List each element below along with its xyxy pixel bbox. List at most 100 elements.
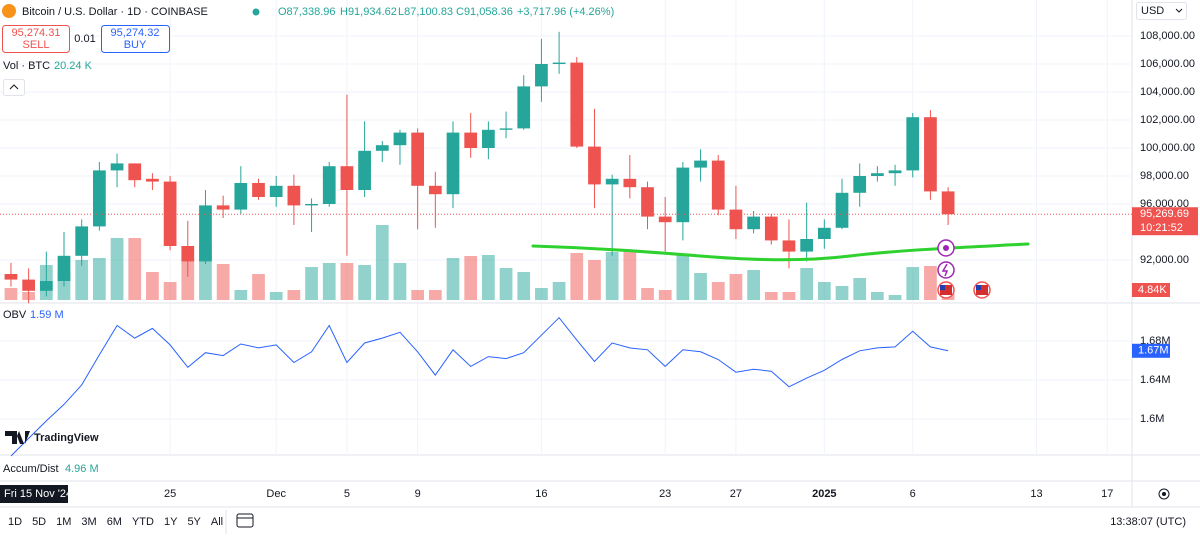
volume-bar <box>146 272 159 300</box>
ad-legend-value: 4.96 M <box>65 463 99 475</box>
obv-tick-label: 1.64M <box>1140 374 1171 386</box>
sell-button[interactable] <box>2 25 70 53</box>
collapse-button[interactable] <box>3 79 25 96</box>
volume-bar <box>358 265 371 300</box>
symbol-title: Bitcoin / U.S. Dollar · 1D · COINBASE <box>22 6 208 18</box>
range-button[interactable]: 3M <box>81 516 96 528</box>
obv-last-label: 1.67M <box>1138 345 1169 357</box>
obv-tick-label: 1.6M <box>1140 413 1164 425</box>
obv-legend: OBV <box>3 309 27 321</box>
candle-body <box>924 117 937 192</box>
collapse-icon <box>9 84 19 90</box>
legend-low: L87,100.83 <box>398 6 453 18</box>
currency: USD <box>1141 5 1164 17</box>
candle-body <box>393 132 407 146</box>
candle-body <box>128 163 142 181</box>
buy-button[interactable] <box>101 25 170 53</box>
volume-bar <box>871 292 884 300</box>
volume-bar <box>623 250 637 300</box>
buy-price: 95,274.32 <box>111 27 160 39</box>
volume-bar <box>711 282 725 300</box>
sell-label: SELL <box>23 39 50 51</box>
x-tick-label: 27 <box>730 488 742 500</box>
candle-body <box>941 191 955 215</box>
volume-bar <box>411 290 425 300</box>
candle-body <box>641 187 654 217</box>
legend-close: C91,058.36 <box>456 6 513 18</box>
drawn-trendline[interactable] <box>531 242 1030 262</box>
volume-bar <box>499 267 513 300</box>
volume-bar <box>340 262 354 300</box>
volume-bar <box>393 262 407 300</box>
volume-bar <box>216 264 230 300</box>
candle-body <box>517 86 531 129</box>
clock: 13:38:07 (UTC) <box>1110 516 1186 528</box>
volume-bar <box>888 295 902 300</box>
candle-body <box>623 178 637 188</box>
candle-body <box>305 203 318 206</box>
calendar-icon[interactable] <box>236 513 254 528</box>
volume-bar <box>93 257 106 300</box>
candle-body <box>287 185 301 206</box>
candle-body <box>428 185 442 195</box>
candle-body <box>871 173 884 176</box>
volume-bar <box>570 252 584 300</box>
volume-bar <box>305 267 318 300</box>
y-tick-label: 98,000.00 <box>1140 170 1189 182</box>
candle-body <box>552 62 566 64</box>
candle-body <box>482 129 495 148</box>
range-button[interactable]: All <box>211 516 223 528</box>
range-button[interactable]: 6M <box>107 516 122 528</box>
y-tick-label: 100,000.00 <box>1140 142 1195 154</box>
volume-bar <box>181 260 195 300</box>
volume-bar <box>322 262 336 300</box>
x-tick-label: 2025 <box>812 488 836 500</box>
volume-bar <box>128 237 142 300</box>
candle-body <box>853 175 867 193</box>
x-tick-label: 9 <box>415 488 421 500</box>
candle-body <box>570 62 584 147</box>
candle-body <box>535 63 548 87</box>
range-button[interactable]: 5Y <box>187 516 201 528</box>
y-tick-label: 92,000.00 <box>1140 254 1189 266</box>
toolbar: 13:38:07 (UTC) 1D 5D 1M 3M 6M YTD 1Y 5Y All <box>8 510 1186 534</box>
x-tick-label: 16 <box>535 488 547 500</box>
x-tick-label: 25 <box>164 488 176 500</box>
candle-body <box>835 192 849 228</box>
range-button[interactable]: 5D <box>32 516 46 528</box>
candle-body <box>676 167 690 223</box>
candle-body <box>75 226 89 256</box>
volume-bar <box>287 290 301 300</box>
obv-line <box>10 316 949 457</box>
x-tick-label: 13 <box>1030 488 1042 500</box>
volume-bar <box>906 267 920 300</box>
obv-legend-value: 1.59 M <box>30 309 64 321</box>
volume-bar <box>75 260 89 300</box>
legend-change: +3,717.96 (+4.26%) <box>517 6 614 18</box>
candle-body <box>163 181 177 247</box>
candle-body <box>658 216 672 223</box>
candle-body <box>729 209 743 230</box>
volume-bar <box>924 265 937 300</box>
event-icons <box>937 239 991 299</box>
volume-bar <box>517 272 531 300</box>
currency-select[interactable] <box>1136 2 1187 20</box>
settings-icon-dot <box>1162 492 1166 496</box>
candle-body <box>110 163 124 171</box>
candle-body <box>322 166 336 204</box>
candle-body <box>216 205 230 210</box>
range-button[interactable]: 1Y <box>164 516 178 528</box>
candle-body <box>39 281 53 291</box>
settings-icon[interactable] <box>1158 488 1170 500</box>
candle-body <box>375 145 389 151</box>
range-button[interactable]: YTD <box>132 516 154 528</box>
volume-bar <box>252 274 265 300</box>
candle-body <box>800 239 814 252</box>
range-button[interactable]: 1M <box>56 516 71 528</box>
volume-bar <box>817 282 831 300</box>
sell-price: 95,274.31 <box>12 27 61 39</box>
range-button[interactable]: 1D <box>8 516 22 528</box>
legend-high: H91,934.62 <box>340 6 397 18</box>
watermark: TradingView <box>5 431 99 444</box>
